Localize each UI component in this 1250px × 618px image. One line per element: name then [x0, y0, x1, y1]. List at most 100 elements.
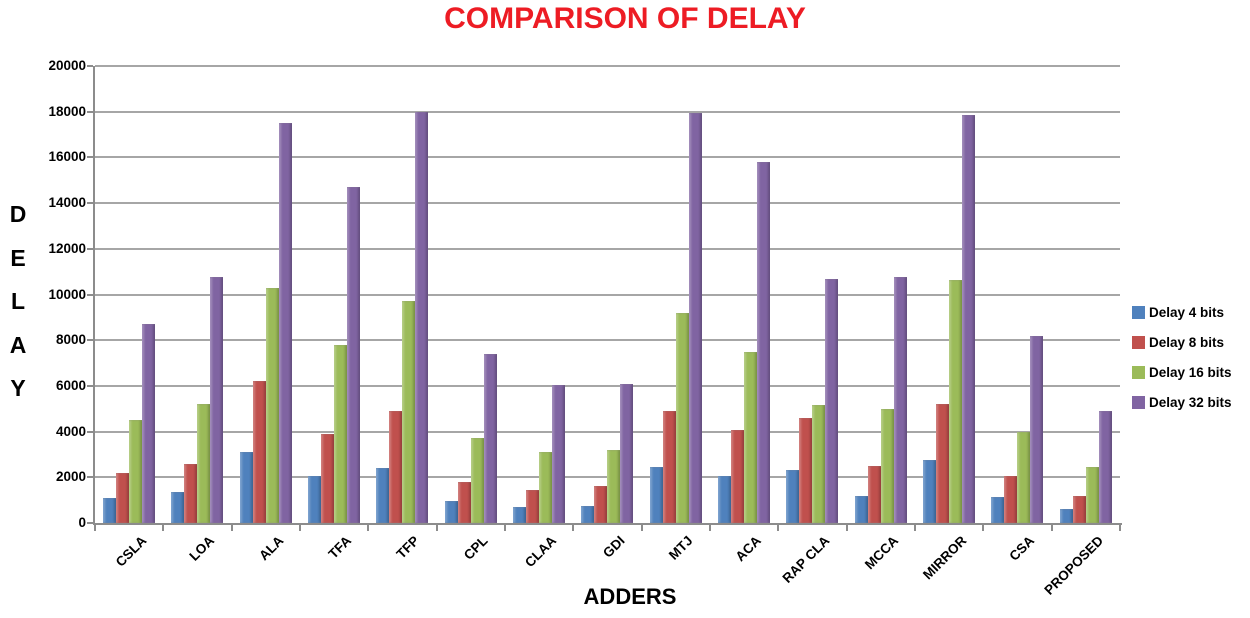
- legend-label: Delay 8 bits: [1149, 334, 1225, 350]
- legend-item-delay-32-bits: Delay 32 bits: [1132, 387, 1232, 417]
- bar-delay-32-bits-ala: [278, 123, 292, 523]
- bar-delay-8-bits-cpl: [457, 481, 471, 523]
- bar-group-tfp: [368, 66, 436, 523]
- bar-delay-16-bits-gdi: [607, 449, 621, 523]
- bar-delay-8-bits-csa: [1004, 476, 1018, 523]
- bar-delay-16-bits-mtj: [675, 312, 689, 523]
- legend-swatch-delay-4-bits: [1132, 305, 1145, 319]
- bar-delay-4-bits-tfp: [376, 468, 390, 523]
- bar-delay-32-bits-tfp: [415, 111, 429, 523]
- bar-delay-8-bits-gdi: [594, 486, 608, 523]
- bar-delay-32-bits-aca: [757, 161, 771, 523]
- bar-delay-8-bits-claa: [526, 489, 540, 523]
- x-axis-tick: [94, 525, 96, 531]
- y-axis-title-letter: Y: [10, 375, 26, 401]
- x-tick-label: RAP CLA: [779, 533, 833, 586]
- x-tick-label: MTJ: [666, 533, 696, 563]
- y-axis-tick: [87, 202, 93, 205]
- x-tick-label: TFA: [325, 533, 355, 562]
- x-axis-tick: [435, 525, 438, 531]
- bar-delay-8-bits-aca: [731, 430, 745, 523]
- bar-delay-4-bits-aca: [718, 476, 732, 523]
- y-tick-label: 10000: [48, 286, 86, 302]
- x-axis-tick: [504, 525, 506, 531]
- x-tick-label: ALA: [255, 533, 286, 564]
- bar-delay-8-bits-proposed: [1072, 495, 1086, 523]
- x-tick-label: GDI: [599, 533, 628, 561]
- y-tick-label: 18000: [48, 103, 86, 119]
- y-tick-label: 16000: [48, 149, 86, 165]
- bar-delay-8-bits-rap-cla: [799, 417, 813, 523]
- bar-group-mcca: [847, 66, 915, 523]
- bar-delay-16-bits-csla: [129, 420, 143, 523]
- bar-delay-16-bits-loa: [197, 404, 211, 523]
- x-axis-tick: [162, 525, 165, 531]
- y-tick-label: 14000: [48, 195, 86, 211]
- bar-delay-4-bits-tfa: [308, 476, 322, 523]
- y-axis-tick: [87, 384, 93, 387]
- x-tick-label: MCCA: [861, 533, 901, 573]
- chart-title: COMPARISON OF DELAY: [444, 2, 806, 35]
- bar-delay-8-bits-mtj: [662, 411, 676, 523]
- x-axis-tick: [709, 525, 711, 531]
- x-tick-label: CSLA: [112, 533, 150, 570]
- gridline: [95, 384, 1120, 387]
- x-axis-tick: [299, 525, 301, 531]
- bar-delay-8-bits-mcca: [867, 465, 881, 523]
- y-axis-tick: [87, 247, 93, 250]
- x-axis-tick: [367, 525, 370, 531]
- x-axis-tick: [640, 525, 643, 531]
- legend: Delay 4 bits Delay 8 bits Delay 16 bits Del…: [1132, 297, 1232, 417]
- x-tick-label: CLAA: [522, 533, 560, 571]
- bar-delay-16-bits-rap-cla: [812, 405, 826, 523]
- legend-item-delay-4-bits: Delay 4 bits: [1132, 297, 1232, 327]
- gridline: [95, 110, 1120, 113]
- bar-delay-16-bits-claa: [539, 452, 553, 523]
- y-axis-tick: [87, 293, 93, 296]
- y-axis-title-letter: A: [9, 331, 27, 358]
- x-axis-tick: [230, 525, 233, 531]
- y-tick-label: 20000: [48, 58, 86, 73]
- bar-group-csa: [983, 66, 1051, 523]
- y-axis-title-letter: E: [10, 244, 26, 271]
- bar-delay-32-bits-cpl: [483, 353, 497, 523]
- bar-delay-4-bits-csla: [103, 497, 117, 523]
- legend-swatch-delay-8-bits: [1132, 335, 1145, 349]
- gridline: [95, 247, 1120, 250]
- bar-delay-8-bits-loa: [184, 463, 198, 523]
- bar-group-mtj: [642, 66, 710, 523]
- x-axis-tick: [845, 525, 848, 531]
- gridline: [95, 65, 1120, 67]
- bar-group-rap-cla: [778, 66, 846, 523]
- x-tick-label: CPL: [461, 533, 491, 563]
- y-axis-tick: [87, 339, 93, 342]
- bar-delay-4-bits-csa: [991, 496, 1005, 523]
- y-tick-label: 2000: [55, 469, 86, 485]
- bar-group-gdi: [573, 66, 641, 523]
- y-tick-label: 8000: [55, 332, 86, 348]
- x-axis-tick: [777, 525, 780, 531]
- x-tick-label: LOA: [186, 533, 218, 564]
- bar-delay-32-bits-rap-cla: [825, 278, 839, 523]
- y-axis-tick: [87, 110, 93, 113]
- bar-delay-32-bits-mcca: [893, 277, 907, 523]
- x-axis-tick: [572, 525, 575, 531]
- x-tick-label: MIRROR: [919, 533, 970, 583]
- bar-group-csla: [95, 66, 163, 523]
- bar-delay-4-bits-loa: [171, 492, 185, 523]
- legend-label: Delay 32 bits: [1149, 394, 1232, 410]
- bar-group-aca: [710, 66, 778, 523]
- y-tick-label: 12000: [48, 240, 86, 256]
- bar-delay-16-bits-ala: [265, 287, 279, 523]
- bar-delay-4-bits-claa: [513, 507, 527, 523]
- bar-delay-8-bits-tfa: [321, 433, 335, 523]
- bar-group-proposed: [1052, 66, 1120, 523]
- bar-delay-16-bits-aca: [744, 351, 758, 523]
- bar-delay-4-bits-ala: [239, 452, 253, 523]
- bar-delay-16-bits-csa: [1017, 431, 1031, 523]
- x-tick-label: TFP: [393, 533, 423, 562]
- bar-delay-32-bits-mtj: [688, 112, 702, 523]
- bar-delay-8-bits-ala: [252, 381, 266, 523]
- bar-delay-16-bits-proposed: [1085, 467, 1099, 523]
